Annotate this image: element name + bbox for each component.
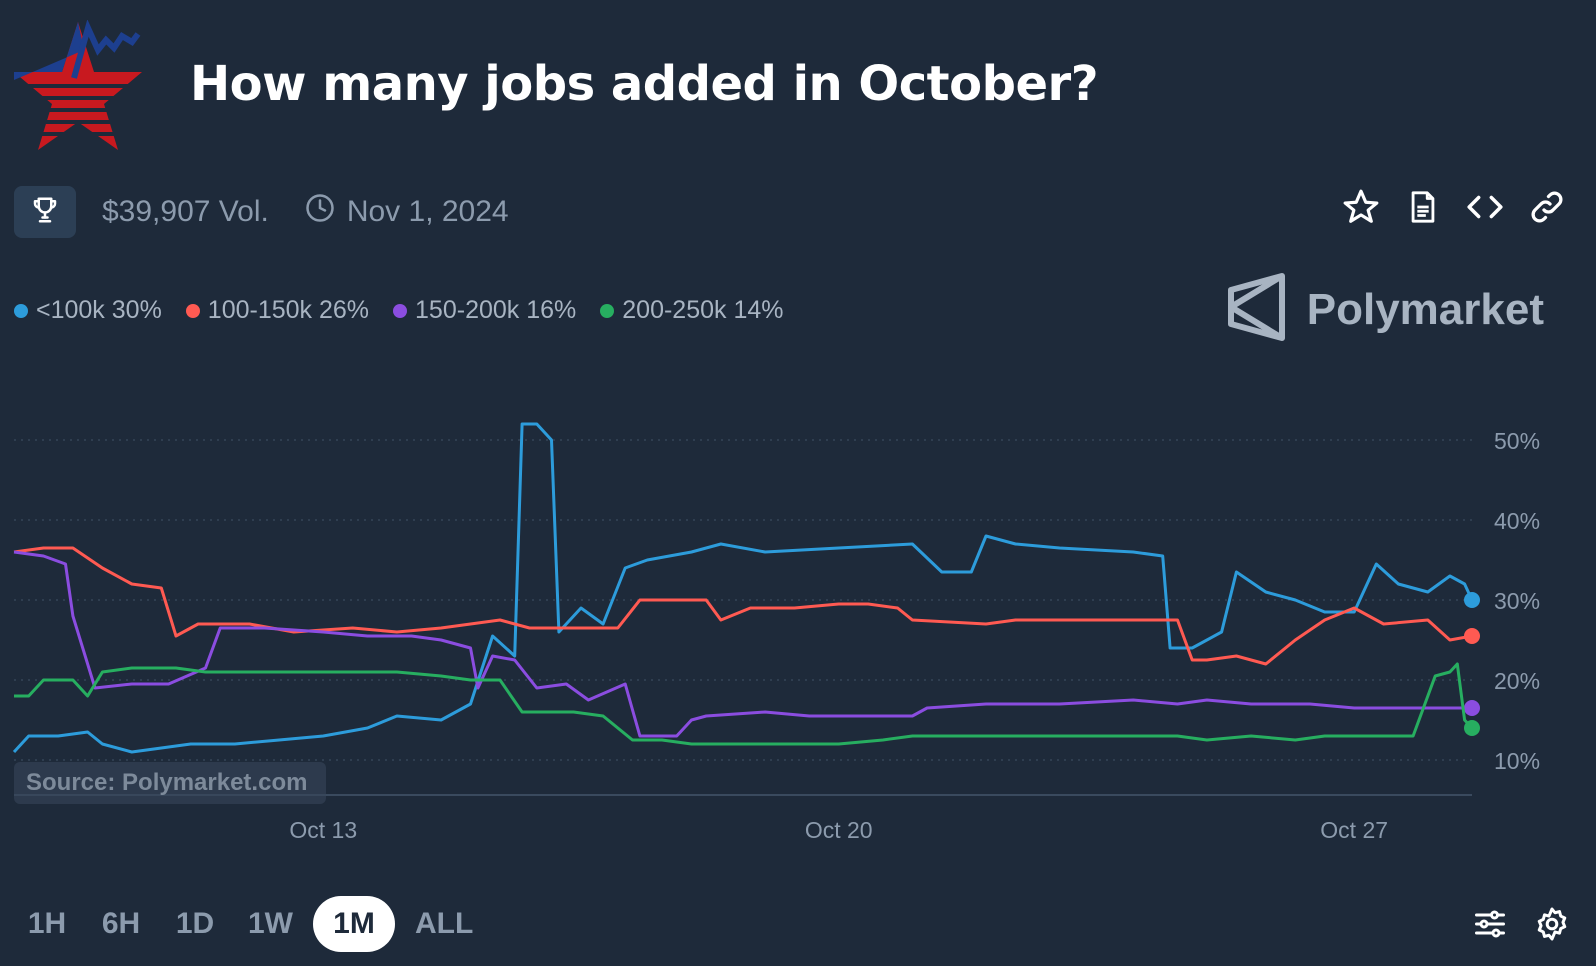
time-range-selector: 1H 6H 1D 1W 1M ALL [14,896,485,952]
legend-dot [185,303,200,318]
x-tick-label: Oct 13 [289,817,357,843]
sliders-icon[interactable] [1472,906,1508,947]
range-1h[interactable]: 1H [27,907,67,940]
range-1m[interactable]: 1M [313,896,395,952]
y-tick-label: 40% [1494,508,1540,534]
y-tick-label: 50% [1494,428,1540,454]
legend-item: 150-200k 16% [393,296,576,325]
star-icon [1342,188,1380,231]
trophy-button[interactable] [14,186,76,238]
series-line [12,422,1474,754]
clock-icon [305,193,335,231]
range-1w[interactable]: 1W [248,907,293,940]
polymarket-logo-icon [1227,272,1287,347]
range-6h[interactable]: 6H [101,907,141,940]
chart-controls [1472,906,1570,947]
series-end-point [1464,628,1480,644]
legend-label: 200-250k 14% [622,296,784,324]
embed-button[interactable] [1466,188,1504,230]
gear-icon[interactable] [1534,906,1570,947]
page-title: How many jobs added in October? [190,56,1099,112]
source-label: Source: Polymarket.com [14,762,326,804]
end-date-text: Nov 1, 2024 [346,195,509,228]
legend-dot [393,303,408,318]
legend-dot [600,303,615,318]
series-end-point [1464,700,1480,716]
copy-link-button[interactable] [1528,188,1566,230]
price-chart[interactable]: 10% 20% 30% 40% 50% Oct 13 Oct 20 Oct 27 [0,400,1596,860]
document-icon [1406,188,1440,231]
legend-item: 200-250k 14% [600,296,784,325]
legend-label: <100k 30% [36,296,162,324]
trophy-icon [30,195,60,230]
range-1d[interactable]: 1D [175,907,215,940]
market-logo [14,19,142,152]
x-tick-label: Oct 20 [805,817,873,843]
series-end-point [1464,720,1480,736]
favorite-button[interactable] [1342,188,1380,230]
code-icon [1466,188,1504,231]
series-line [14,662,1474,746]
action-bar [1342,188,1566,230]
rules-button[interactable] [1404,188,1442,230]
legend-label: 100-150k 26% [207,296,370,324]
volume-text: $39,907 Vol. [102,195,269,228]
link-icon [1529,189,1565,230]
range-all[interactable]: ALL [415,907,474,940]
market-meta: $39,907 Vol. Nov 1, 2024 [14,186,509,238]
legend-item: 100-150k 26% [185,296,370,325]
x-tick-label: Oct 27 [1320,817,1388,843]
y-tick-label: 20% [1494,668,1540,694]
series-line [13,550,1472,738]
legend-dot [14,303,28,318]
y-tick-label: 10% [1494,748,1540,774]
y-tick-label: 30% [1494,588,1540,614]
legend-label: 150-200k 16% [415,296,577,324]
brand-name: Polymarket [1306,284,1544,334]
chart-legend: <100k 30% 100-150k 26% 150-200k 16% 200-… [14,296,784,325]
series-end-point [1464,592,1480,608]
polymarket-brand: Polymarket [1227,272,1544,347]
series-line [13,546,1473,666]
legend-item: <100k 30% [14,296,162,325]
